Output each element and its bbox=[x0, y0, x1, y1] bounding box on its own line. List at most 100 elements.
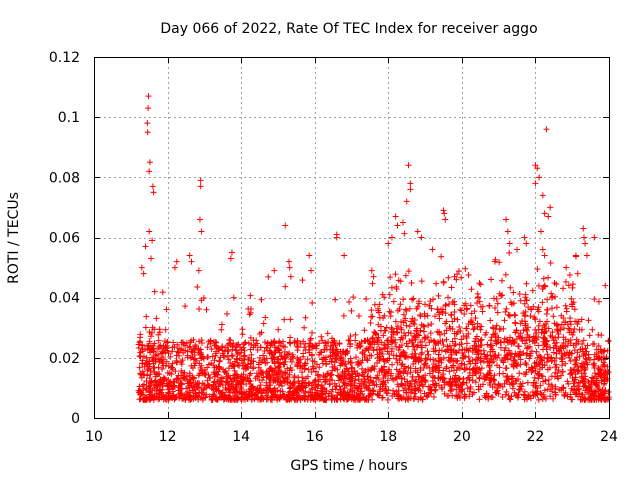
data-point-marker bbox=[181, 369, 188, 376]
data-point-marker bbox=[545, 355, 552, 362]
data-point-marker bbox=[229, 389, 236, 396]
data-point-marker bbox=[358, 338, 365, 345]
data-point-marker bbox=[208, 346, 215, 353]
data-point-marker bbox=[278, 353, 284, 360]
data-point-marker bbox=[440, 375, 447, 382]
data-point-marker bbox=[527, 392, 534, 399]
data-point-marker bbox=[195, 345, 202, 352]
data-point-marker bbox=[453, 276, 460, 283]
data-point-marker bbox=[385, 341, 392, 348]
data-point-marker bbox=[234, 351, 241, 358]
data-point-marker bbox=[404, 379, 411, 386]
data-point-marker bbox=[347, 374, 354, 381]
data-point-marker bbox=[425, 322, 432, 329]
data-point-marker bbox=[277, 340, 284, 347]
data-point-marker bbox=[515, 352, 522, 359]
data-point-marker bbox=[487, 377, 494, 384]
data-point-marker bbox=[148, 379, 155, 386]
data-point-marker bbox=[537, 382, 544, 389]
data-point-marker bbox=[422, 378, 429, 385]
data-point-marker bbox=[320, 396, 327, 403]
data-point-marker bbox=[560, 325, 567, 332]
data-point-marker bbox=[546, 364, 553, 371]
data-point-marker bbox=[472, 379, 479, 386]
data-point-marker bbox=[535, 342, 542, 349]
x-tick-label: 22 bbox=[527, 429, 545, 445]
data-point-marker bbox=[145, 387, 152, 394]
data-point-marker bbox=[414, 331, 421, 338]
data-point-marker bbox=[387, 274, 394, 281]
data-point-marker bbox=[250, 337, 257, 344]
data-point-marker bbox=[581, 360, 588, 367]
data-point-marker bbox=[508, 375, 515, 382]
data-point-marker bbox=[163, 358, 170, 365]
data-point-marker bbox=[351, 368, 358, 375]
data-point-marker bbox=[301, 395, 308, 402]
data-point-marker bbox=[141, 381, 148, 388]
y-tick-label: 0.08 bbox=[49, 170, 80, 186]
data-point-marker bbox=[193, 392, 200, 399]
data-point-marker bbox=[568, 295, 575, 302]
data-point-marker bbox=[518, 385, 525, 392]
data-point-marker bbox=[299, 385, 306, 392]
data-point-marker bbox=[435, 369, 442, 376]
data-point-marker bbox=[509, 337, 516, 344]
data-point-marker bbox=[327, 353, 334, 360]
data-point-marker bbox=[442, 302, 449, 309]
data-point-marker bbox=[211, 392, 218, 399]
data-point-marker bbox=[595, 342, 602, 349]
data-point-marker bbox=[148, 378, 155, 385]
data-point-marker bbox=[502, 271, 509, 278]
data-point-marker bbox=[595, 355, 602, 362]
data-point-marker bbox=[578, 370, 585, 377]
data-point-marker bbox=[597, 366, 604, 373]
data-point-marker bbox=[329, 393, 336, 400]
data-point-marker bbox=[547, 393, 554, 400]
data-point-marker bbox=[163, 306, 170, 313]
data-point-marker bbox=[521, 396, 528, 403]
data-point-marker bbox=[574, 368, 581, 375]
data-point-marker bbox=[346, 337, 353, 344]
data-point-marker bbox=[162, 362, 169, 369]
data-point-marker bbox=[243, 380, 250, 387]
data-point-marker bbox=[394, 323, 401, 330]
data-point-marker bbox=[358, 395, 365, 402]
data-point-marker bbox=[433, 364, 440, 371]
data-point-marker bbox=[435, 375, 442, 382]
data-point-marker bbox=[488, 334, 495, 341]
data-point-marker bbox=[459, 386, 466, 393]
data-point-marker bbox=[548, 294, 555, 301]
data-point-marker bbox=[179, 357, 186, 364]
data-point-marker bbox=[218, 389, 225, 396]
data-point-marker bbox=[538, 357, 545, 364]
data-point-marker bbox=[543, 337, 550, 344]
data-point-marker bbox=[447, 387, 454, 394]
data-point-marker bbox=[548, 290, 555, 297]
data-point-marker bbox=[448, 284, 455, 291]
data-point-marker bbox=[269, 351, 276, 358]
data-point-marker bbox=[401, 330, 408, 337]
data-point-marker bbox=[487, 367, 494, 374]
data-point-marker bbox=[309, 342, 316, 349]
data-point-marker bbox=[136, 383, 143, 390]
data-point-marker bbox=[602, 282, 609, 289]
data-point-marker bbox=[415, 396, 422, 403]
data-point-marker bbox=[458, 274, 465, 281]
data-point-marker bbox=[385, 240, 392, 247]
data-point-marker bbox=[572, 391, 579, 398]
data-point-marker bbox=[568, 370, 575, 377]
data-point-marker bbox=[146, 328, 153, 335]
data-point-marker bbox=[537, 228, 544, 235]
data-point-marker bbox=[284, 375, 291, 382]
data-point-marker bbox=[382, 373, 389, 380]
data-point-marker bbox=[196, 389, 203, 396]
data-point-marker bbox=[523, 326, 530, 333]
data-point-marker bbox=[551, 340, 558, 347]
data-point-marker bbox=[340, 390, 347, 397]
data-point-marker bbox=[159, 289, 166, 296]
data-point-marker bbox=[508, 351, 515, 358]
data-point-marker bbox=[492, 256, 499, 263]
data-point-marker bbox=[318, 391, 325, 398]
data-point-marker bbox=[213, 387, 220, 394]
data-point-marker bbox=[368, 313, 375, 320]
